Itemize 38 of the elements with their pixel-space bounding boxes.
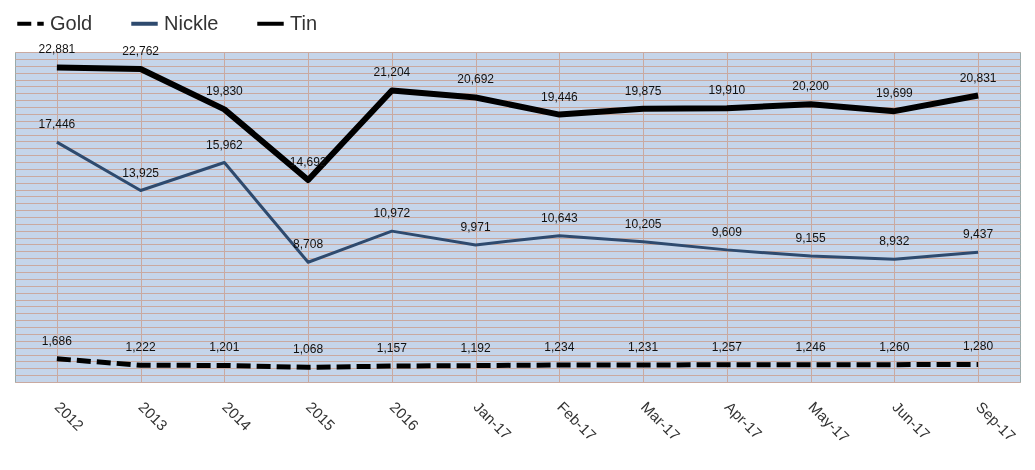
data-label: 20,692 xyxy=(457,72,495,87)
data-label: 19,910 xyxy=(708,83,746,98)
data-label: 8,708 xyxy=(293,237,324,252)
data-label: 1,222 xyxy=(125,340,156,355)
data-label: 9,609 xyxy=(711,224,743,239)
data-label: 1,260 xyxy=(879,339,910,354)
data-label: 20,200 xyxy=(792,79,830,94)
data-label: 1,157 xyxy=(376,341,408,356)
data-label: 17,446 xyxy=(38,117,76,132)
data-label: 9,971 xyxy=(460,219,491,234)
legend-label: Gold xyxy=(50,11,93,34)
legend-label: Tin xyxy=(290,11,318,34)
data-label: 1,280 xyxy=(963,339,994,354)
data-label: 9,437 xyxy=(963,227,994,242)
legend-label: Nickle xyxy=(164,11,219,34)
data-label: 15,962 xyxy=(206,137,244,152)
data-label: 1,257 xyxy=(711,339,743,354)
data-label: 20,831 xyxy=(959,70,997,85)
data-label: 1,192 xyxy=(460,340,491,355)
data-label: 13,925 xyxy=(122,165,160,180)
data-label: 10,972 xyxy=(373,206,411,221)
data-label: 9,155 xyxy=(795,231,826,246)
data-label: 1,246 xyxy=(795,339,826,354)
data-label: 1,686 xyxy=(41,333,73,348)
data-label: 10,643 xyxy=(541,210,579,225)
data-label: 22,881 xyxy=(38,42,76,57)
data-label: 1,068 xyxy=(293,342,324,357)
data-label: 22,762 xyxy=(122,44,160,59)
data-label: 8,932 xyxy=(879,234,910,249)
data-label: 19,446 xyxy=(541,89,579,104)
data-label: 19,699 xyxy=(876,86,914,101)
data-label: 1,201 xyxy=(209,340,240,355)
data-label: 10,205 xyxy=(624,216,662,231)
data-label: 21,204 xyxy=(373,65,411,80)
data-label: 1,234 xyxy=(544,340,575,355)
data-label: 1,231 xyxy=(628,340,659,355)
data-label: 19,830 xyxy=(206,84,244,99)
data-label: 19,875 xyxy=(624,83,662,98)
